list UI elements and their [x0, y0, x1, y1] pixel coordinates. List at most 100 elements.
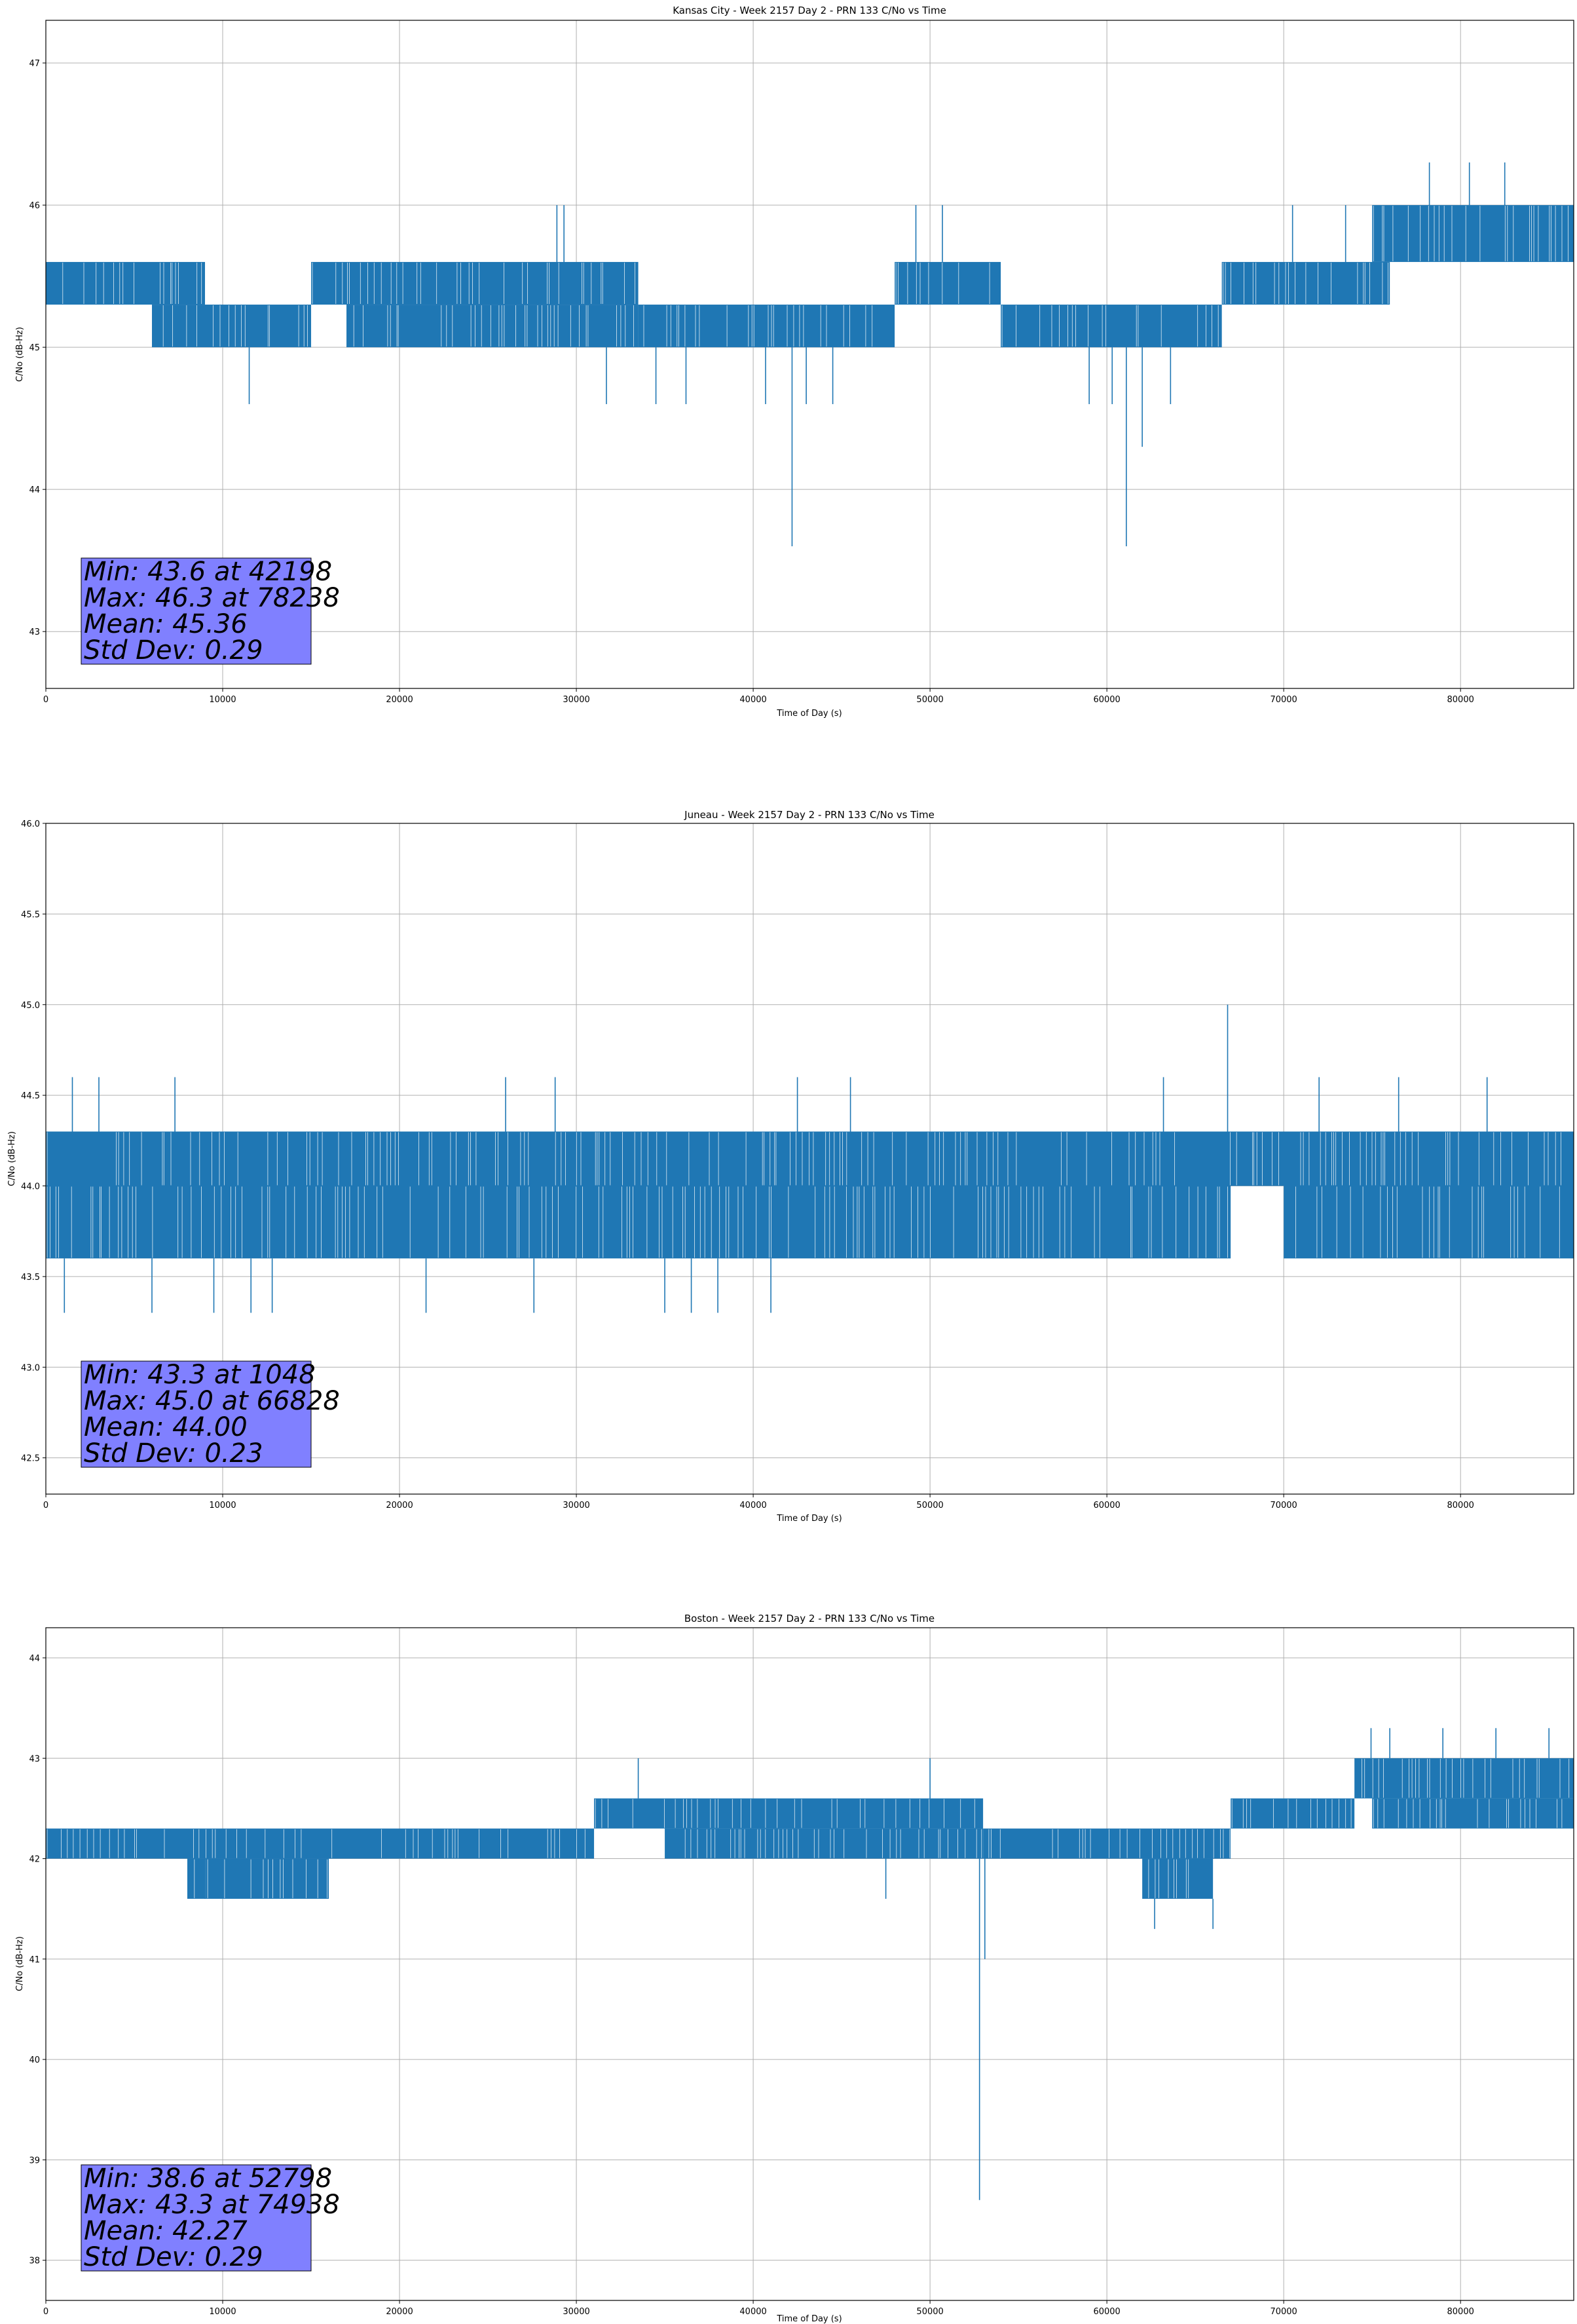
x-tick-label: 20000 — [386, 1501, 413, 1510]
stats-box: Min: 43.3 at 1048 Max: 45.0 at 66828 Mea… — [81, 1360, 340, 1469]
x-tick-label: 10000 — [209, 1501, 236, 1510]
data-series — [46, 1004, 1574, 1313]
chart-juneau: Juneau - Week 2157 Day 2 - PRN 133 C/No … — [7, 809, 1574, 1524]
series-band — [983, 1828, 1231, 1859]
stats-std-dev: Std Dev: 0.29 — [84, 2242, 263, 2272]
series-band — [1231, 1798, 1355, 1829]
series-band — [46, 261, 206, 305]
band-texture — [1231, 1799, 1352, 1828]
band-texture — [62, 262, 202, 304]
y-ticks: 38 39 40 41 42 43 44 — [29, 1654, 46, 2266]
series-band — [152, 305, 312, 348]
band-texture — [162, 305, 308, 347]
band-texture — [643, 305, 873, 347]
y-tick-label: 47 — [29, 59, 40, 69]
x-tick-label: 10000 — [209, 2307, 236, 2317]
y-tick-label: 39 — [29, 2156, 40, 2165]
y-tick-label: 43 — [29, 1754, 40, 1764]
chart-kansas-city: Kansas City - Week 2157 Day 2 - PRN 133 … — [15, 5, 1574, 719]
x-tick-label: 80000 — [1447, 2307, 1474, 2317]
y-tick-label: 43 — [29, 628, 40, 637]
y-axis-label: C/No (dB-Hz) — [15, 327, 25, 382]
x-axis-label: Time of Day (s) — [776, 709, 842, 719]
x-tick-label: 30000 — [563, 2307, 589, 2317]
y-tick-label: 45.5 — [21, 910, 40, 920]
band-texture — [988, 1829, 1231, 1858]
x-ticks: 0 10000 20000 30000 40000 50000 60000 70000 8000… — [43, 1494, 1474, 1510]
band-texture — [1223, 262, 1388, 304]
series-band — [1142, 1858, 1214, 1899]
y-tick-label: 41 — [29, 1955, 40, 1965]
x-tick-label: 0 — [43, 1501, 48, 1510]
y-tick-label: 45 — [29, 343, 40, 353]
y-tick-label: 46.0 — [21, 819, 40, 829]
y-axis-label: C/No (dB-Hz) — [15, 1936, 25, 1991]
stats-min: Min: 43.6 at 42198 — [84, 557, 332, 587]
x-tick-label: 70000 — [1270, 695, 1297, 705]
y-tick-label: 42.5 — [21, 1454, 40, 1464]
band-texture — [46, 1186, 1228, 1258]
y-tick-label: 46 — [29, 201, 40, 211]
band-texture — [1001, 305, 1219, 347]
y-tick-label: 42 — [29, 1855, 40, 1865]
x-tick-label: 80000 — [1447, 695, 1474, 705]
band-texture — [46, 1829, 585, 1858]
x-axis-label: Time of Day (s) — [776, 1514, 842, 1524]
x-tick-label: 50000 — [916, 695, 943, 705]
plot-frame — [45, 1627, 1574, 2301]
x-axis-label: Time of Day (s) — [776, 2314, 842, 2324]
stats-max: Max: 43.3 at 74938 — [84, 2190, 340, 2220]
band-texture — [684, 1829, 982, 1858]
stats-mean: Mean: 42.27 — [84, 2216, 248, 2246]
x-tick-label: 70000 — [1270, 2307, 1297, 2317]
x-ticks: 0 10000 20000 30000 40000 50000 60000 70000 8000… — [43, 2300, 1474, 2317]
stats-mean: Mean: 45.36 — [84, 609, 248, 639]
band-texture — [595, 1799, 975, 1828]
x-tick-label: 60000 — [1093, 1501, 1120, 1510]
plot-frame — [45, 823, 1574, 1495]
series-band — [638, 305, 895, 348]
x-tick-label: 50000 — [916, 2307, 943, 2317]
x-tick-label: 40000 — [739, 1501, 766, 1510]
y-tick-label: 43.0 — [21, 1363, 40, 1373]
series-band — [1372, 205, 1574, 262]
x-tick-label: 60000 — [1093, 2307, 1120, 2317]
x-ticks: 0 10000 20000 30000 40000 50000 60000 70000 8000… — [43, 688, 1474, 705]
x-tick-label: 30000 — [563, 695, 589, 705]
x-tick-label: 10000 — [209, 695, 236, 705]
chart-title: Kansas City - Week 2157 Day 2 - PRN 133 … — [673, 5, 946, 16]
x-tick-label: 0 — [43, 2307, 48, 2317]
stats-min: Min: 43.3 at 1048 — [84, 1360, 316, 1390]
x-tick-label: 40000 — [739, 2307, 766, 2317]
y-ticks: 43 44 45 46 47 — [29, 59, 46, 637]
band-texture — [895, 262, 990, 304]
series-band — [46, 1131, 1574, 1186]
series-band — [1354, 1758, 1574, 1799]
y-tick-label: 45.0 — [21, 1001, 40, 1011]
series-band — [665, 1828, 984, 1859]
y-tick-label: 43.5 — [21, 1273, 40, 1283]
series-band — [187, 1858, 329, 1899]
band-texture — [1362, 1759, 1570, 1798]
x-tick-label: 40000 — [739, 695, 766, 705]
y-tick-label: 38 — [29, 2257, 40, 2266]
x-tick-label: 50000 — [916, 1501, 943, 1510]
band-texture — [1295, 1186, 1560, 1258]
series-band — [594, 1798, 984, 1829]
band-texture — [353, 305, 634, 347]
x-tick-label: 0 — [43, 695, 48, 705]
y-tick-label: 44 — [29, 485, 40, 495]
x-tick-label: 60000 — [1093, 695, 1120, 705]
x-tick-label: 20000 — [386, 695, 413, 705]
chart-title: Boston - Week 2157 Day 2 - PRN 133 C/No … — [684, 1613, 935, 1624]
y-axis-label: C/No (dB-Hz) — [7, 1131, 17, 1186]
chart-boston: Boston - Week 2157 Day 2 - PRN 133 C/No … — [15, 1613, 1574, 2324]
y-tick-label: 44.0 — [21, 1182, 40, 1192]
stats-box: Min: 43.6 at 42198 Max: 46.3 at 78238 Me… — [81, 557, 340, 665]
series-band — [1001, 305, 1222, 348]
band-texture — [312, 262, 635, 304]
band-texture — [1373, 1799, 1563, 1828]
stats-max: Max: 46.3 at 78238 — [84, 583, 340, 613]
series-band — [1372, 1798, 1574, 1829]
